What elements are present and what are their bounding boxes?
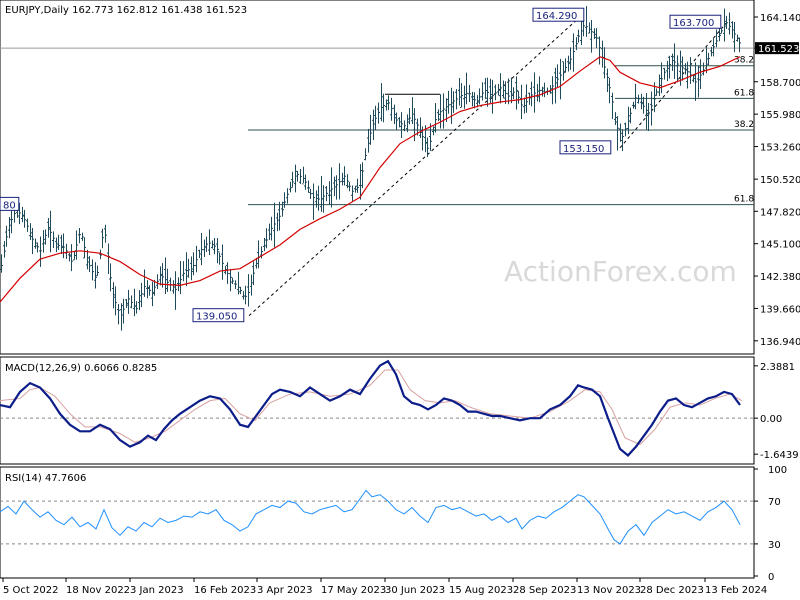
y-tick-label: 150.520 [760, 175, 800, 186]
rsi-panel-frame [0, 466, 755, 579]
y-tick-label: 145.100 [760, 240, 800, 251]
moving-average-line [0, 56, 741, 303]
fib-label: 38.2 [734, 56, 754, 66]
y-tick-label: 139.660 [760, 304, 800, 315]
x-tick-label: 3 Jan 2023 [130, 585, 184, 596]
watermark: ActionForex.com [504, 255, 737, 288]
fib-label: 61.8 [734, 195, 754, 205]
rsi-title: RSI(14) 47.7606 [5, 473, 86, 484]
fib-label: 38.2 [734, 120, 754, 130]
price-label: 153.150 [563, 144, 604, 155]
x-tick-label: 28 Dec 2023 [640, 585, 704, 596]
macd-title: MACD(12,26,9) 0.6066 0.8285 [5, 363, 157, 374]
rsi-y-tick-label: 0 [768, 572, 774, 583]
main-price-panel: 164.140 161.523 158.700 155.980 153.260 150.5… [0, 6, 800, 348]
price-label-box [192, 308, 245, 323]
x-tick-label: 15 Aug 2023 [449, 585, 513, 596]
x-tick-label: 5 Oct 2022 [3, 585, 58, 596]
y-tick-label: 155.980 [760, 110, 800, 121]
macd-y-tick-label: -1.6439 [760, 450, 799, 461]
price-label-box [0, 196, 20, 211]
price-label-box [559, 140, 612, 155]
rsi-panel: 100 70 30 0 [0, 465, 787, 583]
y-tick-label: 153.260 [760, 143, 800, 154]
x-tick-label: 18 Nov 2022 [66, 585, 130, 596]
y-tick-label: 147.820 [760, 207, 800, 218]
last-price-label: 161.523 [758, 44, 799, 55]
rsi-y-tick-label: 100 [768, 465, 787, 476]
macd-y-tick-label: 0.00 [760, 414, 782, 425]
x-tick-label: 13 Feb 2024 [705, 585, 767, 596]
main-panel-frame [0, 0, 755, 355]
x-axis: 5 Oct 2022 18 Nov 2022 3 Jan 2023 16 Feb 20… [2, 578, 767, 596]
price-label: 163.700 [673, 18, 714, 29]
macd-y-tick-label: 2.3881 [760, 362, 795, 373]
y-tick-label: 164.140 [760, 13, 800, 24]
macd-line [0, 359, 741, 457]
y-tick-label: 142.380 [760, 272, 800, 283]
fib-label: 61.8 [734, 88, 754, 98]
trendline [619, 18, 731, 149]
x-tick-label: 13 Nov 2023 [577, 585, 641, 596]
trendline [248, 14, 583, 317]
y-tick-label: 158.700 [760, 78, 800, 89]
rsi-y-tick-label: 30 [768, 540, 781, 551]
price-label: 80 [3, 200, 16, 211]
macd-panel: 2.3881 0.00 -1.6439 [0, 359, 799, 461]
main-title: EURJPY,Daily 162.773 162.812 161.438 161… [5, 5, 247, 16]
rsi-line [0, 489, 741, 545]
macd-panel-frame [0, 356, 755, 465]
y-tick-label: 136.940 [760, 337, 800, 348]
x-tick-label: 30 Jun 2023 [385, 585, 445, 596]
macd-signal-line [0, 369, 743, 446]
price-label-box [532, 7, 585, 22]
last-price-box [755, 42, 799, 55]
price-label: 164.290 [536, 11, 577, 22]
price-label-box [669, 14, 722, 29]
rsi-y-tick-label: 70 [768, 497, 781, 508]
x-tick-label: 3 Apr 2023 [257, 585, 312, 596]
price-label: 139.050 [196, 312, 237, 323]
x-tick-label: 17 May 2023 [321, 585, 386, 596]
x-tick-label: 28 Sep 2023 [513, 585, 576, 596]
x-tick-label: 16 Feb 2023 [194, 585, 256, 596]
